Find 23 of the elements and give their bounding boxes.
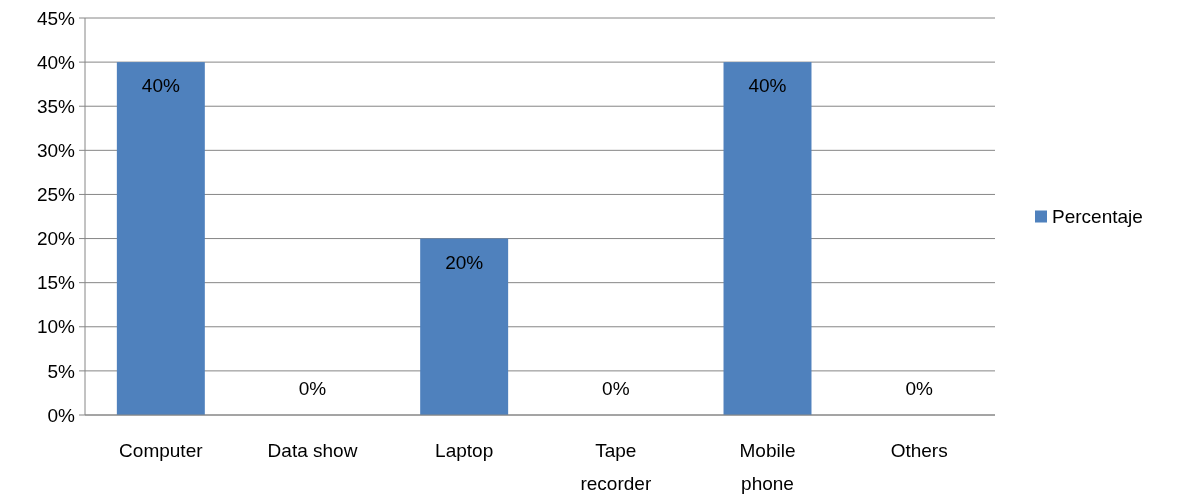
y-tick-label: 15% bbox=[36, 272, 76, 294]
y-tick-label: 25% bbox=[36, 184, 76, 206]
x-tick-label: Computer bbox=[119, 440, 204, 461]
y-tick-label: 40% bbox=[36, 51, 76, 73]
x-tick-label: Mobile phone bbox=[739, 440, 796, 494]
x-tick-label: Data show bbox=[267, 440, 358, 461]
x-tick-label: Laptop bbox=[435, 440, 494, 461]
y-tick-label: 30% bbox=[36, 139, 76, 161]
y-tick-label: 5% bbox=[47, 360, 76, 382]
y-tick-label: 20% bbox=[36, 228, 76, 250]
legend-label: Percentaje bbox=[1052, 206, 1143, 228]
data-label: 40% bbox=[141, 75, 180, 97]
y-tick-label: 10% bbox=[36, 316, 76, 338]
y-tick-label: 0% bbox=[47, 404, 76, 426]
data-label: 40% bbox=[748, 75, 787, 97]
y-tick-label: 35% bbox=[36, 95, 76, 117]
x-tick-label: Tape recorder bbox=[580, 440, 652, 494]
y-tick-label: 45% bbox=[36, 7, 76, 29]
data-label: 0% bbox=[602, 378, 630, 399]
x-tick-label: Others bbox=[890, 440, 948, 461]
data-label: 0% bbox=[905, 378, 933, 399]
data-label: 0% bbox=[298, 378, 327, 399]
data-label: 20% bbox=[445, 251, 484, 273]
